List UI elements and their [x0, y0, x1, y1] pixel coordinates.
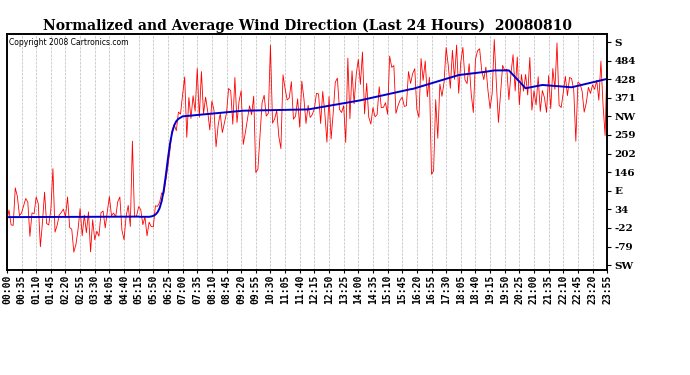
Text: Copyright 2008 Cartronics.com: Copyright 2008 Cartronics.com	[9, 39, 128, 48]
Title: Normalized and Average Wind Direction (Last 24 Hours)  20080810: Normalized and Average Wind Direction (L…	[43, 18, 571, 33]
